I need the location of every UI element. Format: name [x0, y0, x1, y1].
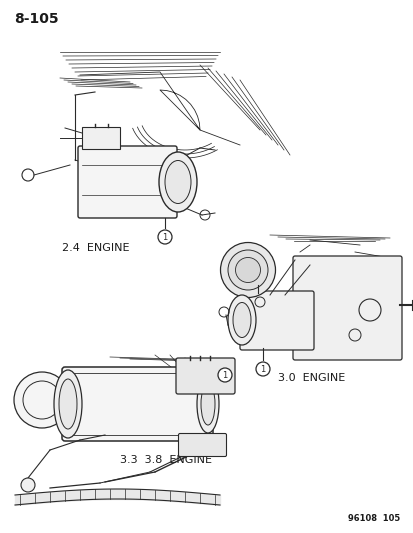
Circle shape — [255, 362, 269, 376]
FancyBboxPatch shape — [78, 146, 177, 218]
Text: 8-105: 8-105 — [14, 12, 59, 26]
Text: 2.4  ENGINE: 2.4 ENGINE — [62, 243, 129, 253]
Text: 1: 1 — [260, 365, 265, 374]
Text: 3.3  3.8  ENGINE: 3.3 3.8 ENGINE — [120, 455, 211, 465]
Text: 1: 1 — [222, 370, 227, 379]
FancyBboxPatch shape — [62, 367, 212, 441]
Ellipse shape — [235, 257, 260, 282]
Circle shape — [158, 230, 171, 244]
Ellipse shape — [201, 383, 214, 425]
Ellipse shape — [159, 152, 197, 212]
Circle shape — [14, 372, 70, 428]
Text: 1: 1 — [162, 232, 167, 241]
Text: 96108  105: 96108 105 — [347, 514, 399, 523]
Circle shape — [218, 368, 231, 382]
Ellipse shape — [228, 295, 255, 345]
Bar — [82, 127, 120, 149]
Ellipse shape — [220, 243, 275, 297]
FancyBboxPatch shape — [178, 433, 226, 456]
Ellipse shape — [59, 379, 77, 429]
Ellipse shape — [228, 250, 267, 290]
FancyBboxPatch shape — [292, 256, 401, 360]
Text: 3.0  ENGINE: 3.0 ENGINE — [277, 373, 344, 383]
Ellipse shape — [165, 160, 190, 204]
Ellipse shape — [54, 370, 82, 438]
Ellipse shape — [197, 375, 218, 433]
FancyBboxPatch shape — [240, 291, 313, 350]
FancyBboxPatch shape — [176, 358, 235, 394]
Circle shape — [21, 478, 35, 492]
Ellipse shape — [233, 303, 250, 337]
